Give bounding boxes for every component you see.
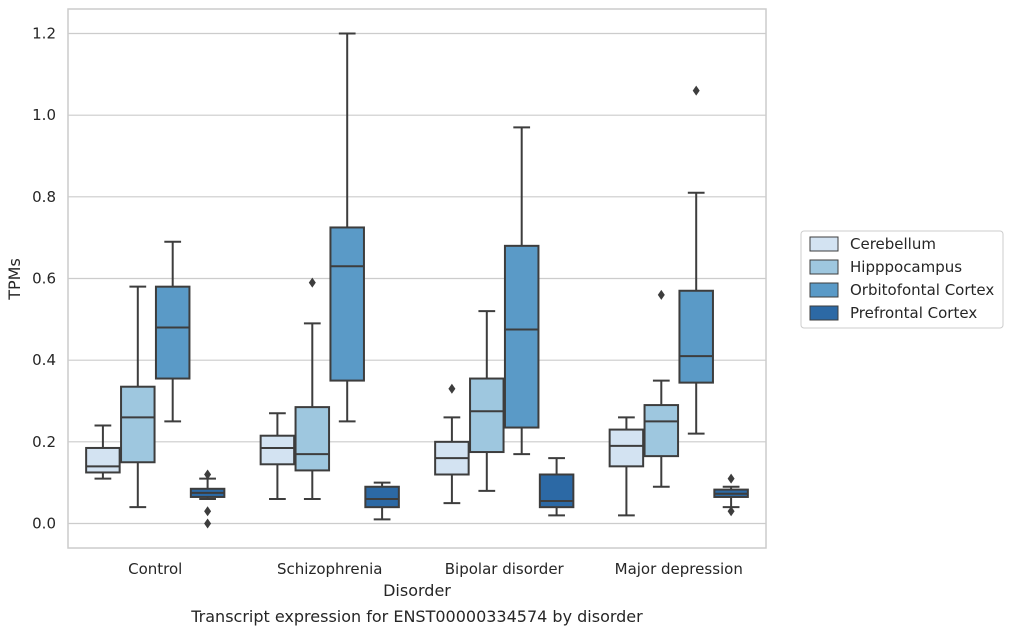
x-tick-label: Schizophrenia	[277, 560, 382, 578]
y-tick-label: 0.2	[32, 433, 56, 451]
legend-label: Cerebellum	[850, 235, 936, 253]
iqr-box	[329, 226, 365, 382]
legend-frame	[800, 230, 1004, 329]
y-tick-labels: 0.0 0.2 0.4 0.6 0.8 1.0 1.2	[32, 25, 56, 533]
x-tick-label: Bipolar disorder	[445, 560, 565, 578]
box-cerebellum-schizophrenia	[259, 412, 296, 500]
box-hipppocampus-schizophrenia	[294, 277, 331, 500]
iqr-box	[608, 428, 645, 468]
outlier-point	[204, 469, 212, 480]
iqr-box	[259, 434, 296, 466]
y-tick-label: 1.0	[32, 106, 56, 124]
legend-label: Prefrontal Cortex	[850, 304, 977, 322]
box-prefrontal-cortex-bipolar-disorder	[538, 457, 575, 517]
box-hipppocampus-bipolar-disorder	[469, 310, 505, 492]
box-orbitofontal-cortex-schizophrenia	[329, 32, 365, 423]
chart-caption: Transcript expression for ENST0000033457…	[190, 607, 643, 626]
box-cerebellum-major-depression	[608, 416, 645, 517]
legend-swatch	[809, 282, 839, 298]
legend-item-cerebellum: Cerebellum	[809, 235, 936, 253]
y-tick-label: 0.4	[32, 351, 56, 369]
iqr-box	[364, 485, 400, 509]
x-tick-label: Major depression	[615, 560, 743, 578]
outlier-point	[692, 85, 700, 96]
legend-swatch	[809, 305, 839, 321]
y-tick-label: 0.8	[32, 188, 56, 206]
plot-area-frame	[67, 8, 767, 549]
box-prefrontal-cortex-schizophrenia	[364, 481, 400, 521]
y-axis-label: TPMs	[5, 258, 24, 301]
iqr-box	[85, 446, 121, 474]
box-hipppocampus-major-depression	[643, 289, 680, 488]
iqr-box	[154, 285, 191, 380]
outlier-point	[308, 277, 316, 288]
box-marks	[85, 32, 749, 529]
legend: Cerebellum Hipppocampus Orbitofontal Corte…	[800, 230, 1004, 329]
legend-item-orbitofontal-cortex: Orbitofontal Cortex	[809, 281, 994, 299]
iqr-box	[678, 289, 714, 384]
outlier-point	[448, 383, 456, 394]
outlier-point	[727, 506, 735, 517]
box-cerebellum-control	[85, 424, 121, 480]
x-axis-label: Disorder	[383, 581, 451, 600]
box-prefrontal-cortex-major-depression	[713, 473, 749, 517]
box-cerebellum-bipolar-disorder	[434, 383, 470, 505]
box-hipppocampus-control	[120, 285, 156, 509]
box-orbitofontal-cortex-bipolar-disorder	[503, 126, 540, 456]
x-tick-labels: Control Schizophrenia Bipolar disorder Majo…	[128, 560, 743, 578]
iqr-box	[294, 406, 331, 472]
legend-item-hipppocampus: Hipppocampus	[809, 258, 962, 276]
y-tick-label: 0.6	[32, 270, 56, 288]
iqr-box	[120, 385, 156, 464]
iqr-box	[503, 244, 540, 429]
legend-swatch	[809, 259, 839, 275]
legend-label: Hipppocampus	[850, 258, 962, 276]
legend-label: Orbitofontal Cortex	[850, 281, 994, 299]
x-tick-label: Control	[128, 560, 182, 578]
box-orbitofontal-cortex-major-depression	[678, 85, 714, 435]
outlier-point	[204, 506, 212, 517]
outlier-point	[657, 289, 665, 300]
box-orbitofontal-cortex-control	[154, 240, 191, 423]
iqr-box	[643, 404, 680, 458]
box-prefrontal-cortex-control	[189, 469, 226, 529]
legend-item-prefrontal-cortex: Prefrontal Cortex	[809, 304, 977, 322]
iqr-box	[469, 377, 505, 454]
legend-swatch	[809, 236, 839, 252]
y-tick-label: 1.2	[32, 25, 56, 43]
y-tick-label: 0.0	[32, 515, 56, 533]
outlier-point	[204, 518, 212, 529]
iqr-box	[538, 473, 575, 509]
outlier-point	[727, 473, 735, 484]
